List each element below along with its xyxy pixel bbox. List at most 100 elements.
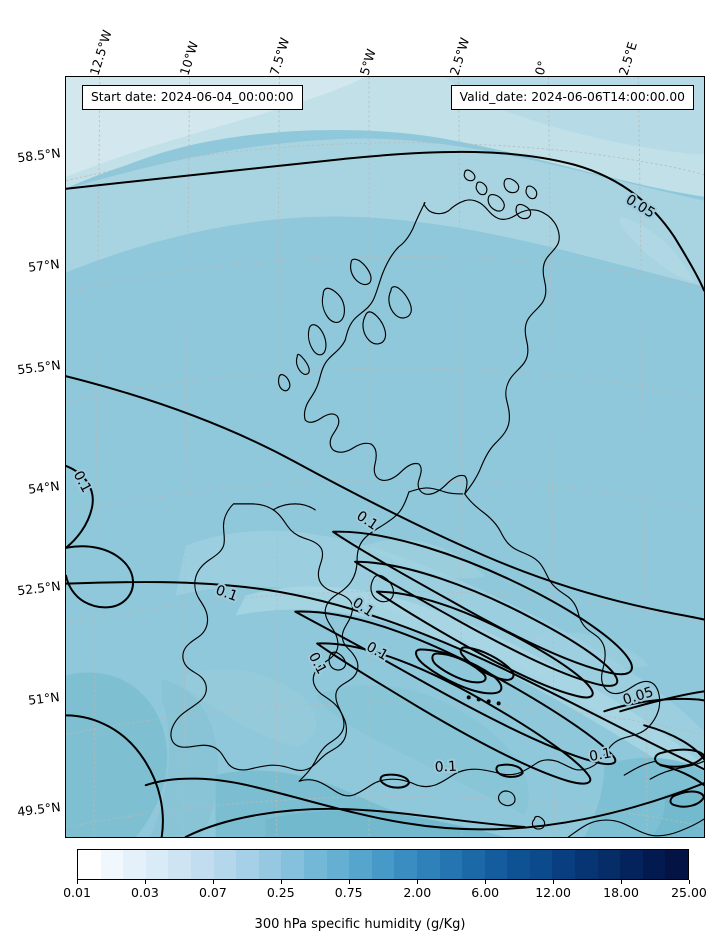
contour-0p1-ellipse-4 — [294, 610, 617, 766]
contour-small-loop-2 — [379, 773, 410, 789]
colorbar-segment — [326, 850, 350, 879]
colorbar-tick-label: 0.01 — [63, 885, 91, 900]
colorbar-segment — [597, 850, 621, 879]
colorbar[interactable] — [77, 849, 689, 880]
contour-0p1-ellipse-5 — [316, 642, 592, 785]
contour-0p1-south-2 — [184, 807, 526, 837]
colorbar-segment — [462, 850, 485, 879]
contour-label: 0.1 — [588, 745, 613, 765]
field-dark-sw — [66, 672, 168, 837]
colorbar-tick — [77, 880, 79, 884]
contour-small-loop-3 — [495, 763, 524, 778]
lat-tick-label: 57°N — [27, 256, 61, 275]
map-axes[interactable]: 0.05 0.05 0.05 0.05 0.1 0.1 0.1 0.1 0.1 0.1 0.1 0.1… — [65, 76, 705, 838]
contour-0p1-cell-2 — [431, 652, 487, 684]
colorbar-segment — [507, 850, 530, 879]
field-band-mid-light — [66, 138, 704, 287]
contour-0p05-se-2 — [619, 690, 704, 713]
colorbar-segment — [552, 850, 576, 879]
colorbar-tick-label: 25.00 — [671, 885, 707, 900]
colorbar-tick-label: 12.00 — [535, 885, 572, 900]
contour-0p1-sw — [66, 714, 164, 837]
contour-0p05-se-3 — [643, 724, 704, 761]
valid-date-annotation: Valid_date: 2024-06-06T14:00:00.00 — [450, 85, 694, 111]
colorbar-segment — [168, 850, 191, 879]
lat-tick-label: 52.5°N — [15, 578, 61, 599]
colorbar-segment — [123, 850, 146, 879]
contour-0p1-main — [66, 581, 704, 771]
contour-0p05-north — [66, 150, 704, 292]
colorbar-tick-label: 0.75 — [334, 885, 363, 900]
field-light-ne2 — [620, 216, 695, 283]
colorbar-segment — [394, 850, 417, 879]
field-light-ireland — [185, 669, 317, 748]
colorbar-axis-label: 300 hPa specific humidity (g/Kg) — [254, 917, 466, 932]
colorbar-segment — [575, 850, 598, 879]
contour-0p1-ellipse-1 — [332, 530, 633, 676]
lon-tick-label: 2.5°W — [446, 35, 473, 77]
colorbar-segment — [620, 850, 643, 879]
colorbar-segment — [416, 850, 440, 879]
colorbar-tick-marks — [77, 880, 691, 886]
lat-tick-label: 55.5°N — [15, 357, 61, 378]
colorbar-segment — [439, 850, 463, 879]
lat-tick-label: 54°N — [27, 478, 61, 497]
svg-text:0.1: 0.1 — [588, 745, 613, 765]
colorbar-tick — [144, 880, 147, 884]
contour-lines — [66, 150, 704, 837]
colorbar-tick-label: 6.00 — [471, 885, 500, 900]
colorbar-segment — [258, 850, 282, 879]
colorbar-tick — [280, 880, 282, 884]
colorbar-segment — [78, 850, 101, 879]
colorbar-segment — [281, 850, 304, 879]
colorbar-segment — [665, 850, 689, 879]
field-dark-south-2 — [265, 810, 505, 837]
start-date-text: Start date: 2024-06-04_00:00:00 — [91, 90, 294, 104]
colorbar-segment — [484, 850, 508, 879]
contour-0p1-left-loop-2 — [66, 545, 135, 609]
colorbar-tick — [348, 880, 350, 884]
colorbar-segment — [236, 850, 259, 879]
contour-0p1-cell-3 — [459, 646, 515, 681]
lon-tick-label: 10°W — [176, 39, 202, 77]
lat-tick-label: 58.5°N — [15, 145, 61, 166]
map-plot-area: 0.050.050.050.050.10.10.10.10.10.10.10.1… — [66, 77, 704, 837]
colorbar-segment — [145, 850, 169, 879]
lon-tick-label: 0° — [531, 59, 551, 77]
colorbar-tick-labels: 0.01 0.03 0.07 0.25 0.75 2.00 6.00 12.00 18.00 25… — [0, 885, 720, 905]
lon-tick-label: 2.5°E — [615, 40, 640, 77]
colorbar-tick — [417, 880, 419, 884]
lat-tick-label: 49.5°N — [15, 799, 61, 820]
colorbar-segment — [642, 850, 666, 879]
field-dark-channel — [315, 685, 529, 816]
colorbar-tick — [212, 880, 215, 884]
gridlines — [66, 77, 704, 837]
colorbar-tick-label: 18.00 — [603, 885, 639, 900]
contour-0p1-north — [66, 375, 704, 621]
contour-dots — [466, 695, 501, 706]
valid-date-text: Valid_date: 2024-06-06T14:00:00.00 — [459, 90, 685, 104]
colorbar-tick-label: 0.25 — [266, 885, 295, 900]
contour-label: 0.1 — [434, 759, 457, 776]
contour-se-loop — [654, 748, 704, 768]
colorbar-segment — [303, 850, 327, 879]
colorbar-tick-label: 2.00 — [403, 885, 432, 900]
colorbar-tick — [553, 880, 555, 884]
contour-0p1-ellipse-2 — [354, 560, 619, 687]
colorbar-tick — [689, 880, 691, 884]
contour-0p05-se — [603, 697, 704, 713]
contour-se-loop-2 — [669, 790, 704, 808]
colorbar-tick — [485, 880, 487, 884]
field-light-midlands — [534, 632, 651, 668]
lat-tick-label: 51°N — [27, 689, 61, 708]
colorbar-segment — [100, 850, 124, 879]
field-light-irishsea — [365, 539, 485, 579]
colorbar-tick-label: 0.07 — [198, 885, 227, 900]
colorbar-segment — [213, 850, 237, 879]
svg-text:0.1: 0.1 — [434, 759, 457, 776]
contour-0p1-left-loop — [66, 464, 94, 549]
contour-label: 0.1 — [213, 582, 239, 605]
start-date-annotation: Start date: 2024-06-04_00:00:00 — [82, 85, 303, 111]
contour-0p1-south — [144, 777, 704, 831]
